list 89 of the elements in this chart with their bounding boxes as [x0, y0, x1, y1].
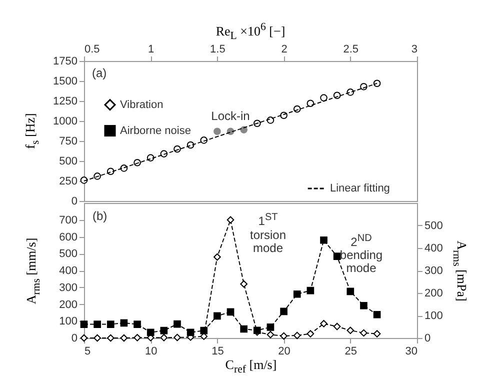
point — [200, 326, 208, 334]
x-axis-title: Re$_{L}$ ×10$^{6}$ [−] — [216, 21, 286, 42]
point — [80, 334, 88, 342]
legend-label: Vibration — [120, 98, 164, 111]
y-tick-label: 250 — [59, 176, 78, 188]
y2-tick-label: 500 — [424, 220, 443, 232]
y-tick-label: 100 — [59, 316, 78, 328]
y-tick-label: 500 — [59, 248, 78, 260]
y2-tick-label: 400 — [424, 242, 443, 254]
point — [373, 310, 381, 318]
point — [106, 334, 114, 342]
x-tick-label: 30 — [405, 346, 418, 358]
point — [186, 328, 194, 336]
point — [226, 216, 234, 224]
annotation: Lock-in — [211, 109, 250, 124]
x-tick-label: 1 — [148, 44, 154, 56]
point — [306, 286, 314, 294]
annotation: 1$^{ST}$ torsion mode — [249, 212, 288, 255]
point — [160, 326, 168, 334]
x-tick-label: 3 — [411, 44, 418, 56]
point — [134, 334, 141, 342]
point — [373, 80, 381, 88]
point — [146, 328, 154, 336]
point — [333, 252, 341, 260]
y-tick-label: 1750 — [53, 56, 78, 68]
y2-tick-label: 300 — [424, 265, 443, 277]
point — [346, 326, 354, 334]
point — [320, 94, 328, 102]
point — [226, 308, 234, 316]
x-tick-label: 25 — [344, 346, 358, 358]
x-tick-label: 2 — [281, 44, 288, 56]
y-tick-label: 750 — [59, 136, 78, 148]
point — [346, 288, 354, 296]
point — [360, 302, 368, 310]
legend-label: Airborne noise — [120, 124, 191, 137]
point — [120, 319, 128, 327]
y-tick-label: 300 — [59, 282, 78, 294]
point — [373, 330, 381, 338]
point — [80, 320, 88, 328]
point — [160, 334, 168, 342]
point — [266, 330, 274, 338]
point — [306, 330, 314, 338]
y-tick-label: 0 — [71, 332, 78, 344]
y-tick-label: 1500 — [53, 76, 78, 88]
point — [214, 128, 221, 136]
x-tick-label: 2.5 — [343, 44, 359, 56]
y-tick-label: 200 — [59, 298, 78, 311]
x-tick-label: 10 — [144, 346, 158, 358]
point — [174, 320, 181, 328]
point — [280, 332, 288, 340]
annotation: (a) — [92, 66, 107, 80]
y-tick-label: 700 — [59, 214, 78, 226]
point — [333, 322, 341, 330]
point — [174, 334, 181, 342]
point — [214, 253, 221, 261]
point — [266, 324, 274, 331]
point — [360, 329, 368, 337]
point — [134, 320, 141, 328]
point — [293, 332, 301, 340]
y-tick-label: 600 — [59, 231, 78, 244]
legend-label: Linear fitting — [330, 182, 390, 194]
x-tick-label: 1.5 — [210, 44, 226, 56]
point — [214, 312, 221, 320]
y-tick-label: 1000 — [53, 116, 78, 128]
y-tick-label: 1250 — [53, 96, 78, 108]
point — [120, 334, 128, 342]
y-tick-label: 400 — [59, 265, 78, 277]
x-tick-label: 5 — [84, 346, 91, 358]
point — [240, 280, 248, 288]
y2-tick-label: 100 — [424, 310, 443, 322]
x-tick-label: 15 — [212, 346, 224, 358]
x-tick-label: 0.5 — [84, 44, 100, 56]
point — [240, 325, 248, 333]
point — [106, 320, 114, 328]
point — [240, 126, 248, 134]
x-axis-title: C$_{ref}$ [m/s] — [225, 356, 277, 376]
point — [320, 236, 328, 244]
y-tick-label: 0 — [71, 196, 78, 208]
point — [94, 320, 101, 328]
y-tick-label: 500 — [59, 156, 78, 168]
point — [94, 334, 101, 342]
y2-tick-label: 0 — [424, 332, 431, 344]
annotation: (b) — [92, 208, 108, 223]
point — [293, 290, 301, 298]
point — [320, 320, 328, 328]
annotation: 2$^{ND}$ bending mode — [338, 232, 384, 276]
x-tick-label: 20 — [278, 346, 290, 358]
y2-tick-label: 200 — [424, 288, 443, 300]
point — [280, 308, 288, 316]
